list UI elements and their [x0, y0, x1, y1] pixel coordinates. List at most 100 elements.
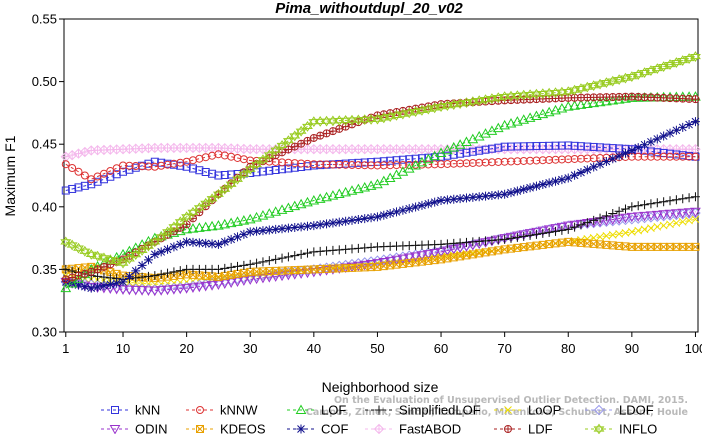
data-point	[163, 244, 173, 254]
legend-item-knn: kNN	[101, 403, 160, 418]
data-point	[545, 155, 554, 164]
data-point	[150, 271, 160, 281]
data-point	[213, 239, 223, 249]
legend-marker	[593, 423, 605, 434]
data-point	[666, 220, 674, 229]
data-point	[282, 135, 294, 147]
data-point	[138, 162, 147, 171]
data-point	[691, 152, 700, 161]
data-point	[449, 251, 458, 260]
data-point	[398, 205, 408, 215]
data-point	[627, 145, 637, 155]
data-point	[404, 204, 414, 214]
data-point	[219, 218, 231, 229]
data-point	[683, 208, 695, 218]
data-point	[685, 216, 693, 225]
data-point	[557, 238, 566, 247]
data-point	[493, 235, 503, 245]
legend: kNN kNNW LOF SimplifiedLOF LoOP LDOF ODIN KDEOS…	[101, 403, 657, 434]
data-point	[423, 199, 433, 209]
series-cof	[61, 117, 700, 293]
x-tick-label: 100	[685, 341, 702, 356]
data-point	[543, 106, 555, 117]
data-point	[576, 220, 586, 230]
data-point	[557, 175, 567, 185]
data-point	[182, 237, 192, 247]
data-point	[276, 140, 288, 151]
data-point	[316, 132, 324, 140]
data-point	[157, 161, 166, 170]
plot-area	[60, 51, 701, 297]
data-point	[315, 246, 325, 256]
legend-marker	[295, 404, 307, 414]
data-point	[455, 194, 465, 204]
data-point	[309, 160, 318, 169]
data-point	[422, 250, 434, 260]
data-point	[290, 159, 299, 168]
data-point	[493, 190, 503, 200]
data-point	[537, 226, 549, 237]
data-point	[398, 259, 407, 268]
data-point	[531, 181, 541, 191]
data-point	[576, 167, 586, 177]
data-point	[620, 213, 631, 224]
data-point	[500, 234, 510, 244]
data-point	[125, 161, 134, 170]
data-point	[68, 274, 76, 282]
data-point	[353, 183, 364, 194]
data-point	[119, 167, 128, 176]
data-point	[366, 213, 376, 223]
legend-label: kNN	[135, 403, 160, 418]
data-point	[449, 238, 459, 248]
legend-item-ldf: LDF	[494, 422, 553, 434]
legend-marker	[593, 404, 605, 416]
data-point	[93, 282, 103, 292]
data-point	[302, 248, 312, 258]
data-point	[487, 144, 496, 153]
data-point	[405, 259, 414, 268]
data-point	[595, 159, 605, 169]
legend-item-simplifiedlof: SimplifiedLOF	[365, 403, 481, 418]
data-point	[690, 192, 700, 202]
data-point	[270, 144, 282, 156]
data-point	[341, 160, 350, 169]
data-point	[500, 245, 509, 254]
data-point	[403, 253, 415, 264]
data-point	[323, 129, 331, 137]
data-point	[556, 222, 568, 233]
data-point	[424, 256, 433, 265]
data-point	[659, 197, 669, 207]
y-tick-label: 0.35	[32, 262, 57, 277]
data-point	[487, 235, 497, 245]
data-point	[531, 229, 541, 239]
data-point	[61, 160, 70, 169]
data-point	[462, 159, 471, 168]
data-point	[270, 206, 282, 216]
data-point	[607, 75, 619, 87]
data-point	[239, 260, 249, 270]
data-point	[449, 159, 458, 168]
data-point	[620, 204, 630, 214]
data-point	[263, 149, 275, 161]
data-point	[581, 98, 593, 109]
data-point	[405, 155, 414, 164]
data-point	[214, 272, 223, 281]
data-point	[475, 158, 484, 167]
data-point	[507, 244, 516, 253]
data-point	[328, 218, 338, 228]
data-point	[518, 230, 530, 240]
data-point	[500, 142, 509, 151]
data-point	[430, 160, 439, 169]
data-point	[562, 101, 574, 111]
data-point	[227, 270, 236, 279]
data-point	[589, 142, 598, 151]
data-point	[112, 170, 121, 179]
data-point	[468, 147, 477, 156]
data-point	[437, 255, 446, 264]
data-point	[66, 277, 78, 288]
legend-marker	[111, 406, 119, 414]
data-point	[386, 156, 395, 165]
data-point	[500, 189, 510, 199]
data-point	[124, 285, 135, 296]
x-axis-label: Neighborhood size	[322, 379, 439, 395]
